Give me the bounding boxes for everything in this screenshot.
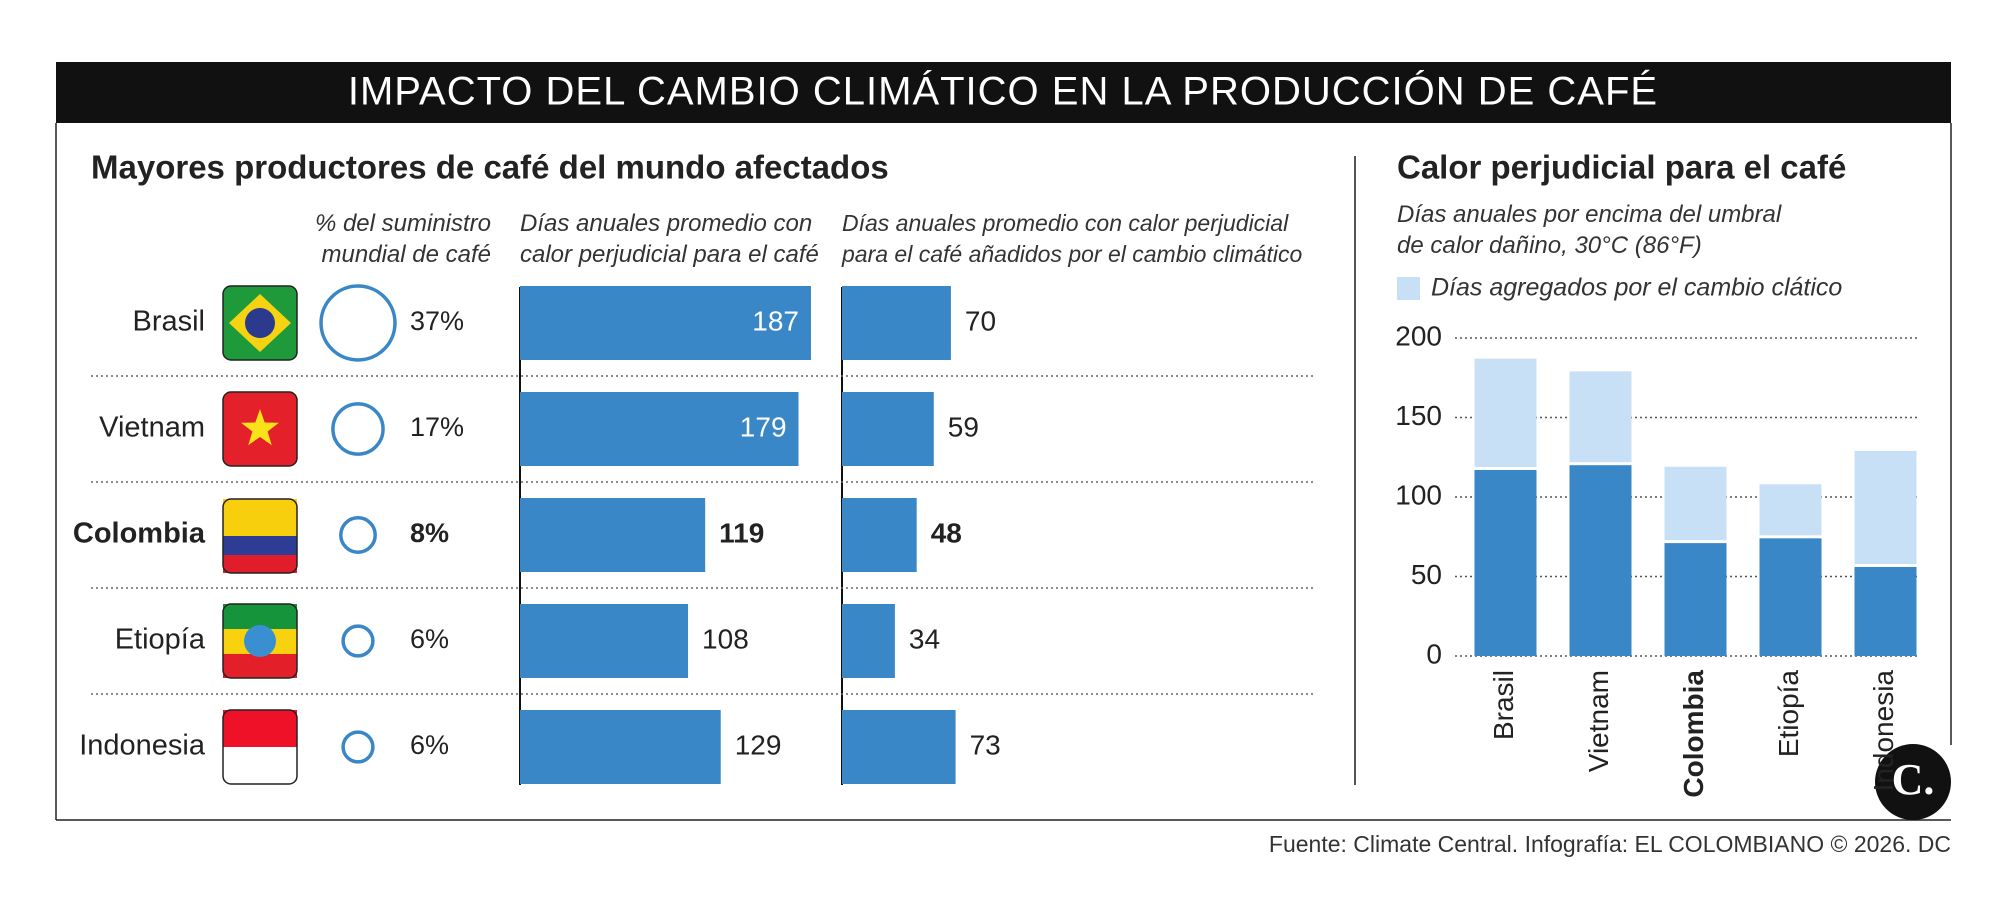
value-label: 179 [740,411,787,442]
bar [842,604,895,678]
bar [842,498,917,572]
country-label: Brasil [132,306,205,338]
value-label: 119 [719,517,764,548]
share-circle [331,402,385,456]
bar-segment [1474,469,1537,656]
bar [520,286,811,360]
value-label: 48 [931,517,962,548]
value-label: 59 [948,411,979,442]
bar [842,710,956,784]
flag-brasil [222,285,298,361]
y-tick-label: 50 [1411,559,1442,590]
bar [520,392,799,466]
chart-subtitle: Días anuales por encima del umbral de ca… [1397,201,1782,259]
x-tick-label: Brasil [1488,670,1519,740]
logo: C. [1892,755,1935,804]
header-bar [56,62,1951,123]
bar [842,286,951,360]
table-title: Mayores productores de café del mundo af… [91,149,889,186]
share-label: 37% [410,306,464,336]
flag-vietnam [222,391,298,467]
bar-segment [1759,484,1822,536]
x-tick-label: Indonesia [1868,670,1899,792]
logo-badge [1875,744,1951,820]
x-tick-label: Etiopía [1773,670,1804,758]
bar [520,498,706,572]
flag-etiopia [222,603,298,679]
share-circle [341,624,375,658]
bar-segment [1854,450,1917,564]
country-label: Vietnam [99,412,205,444]
bar [520,604,689,678]
column-header: Días anuales promedio con calor perjudic… [842,210,1303,267]
x-tick-label: Vietnam [1583,670,1614,772]
bar-segment [1664,543,1727,656]
share-circle [339,516,377,554]
bar-segment [1569,465,1632,656]
value-label: 108 [702,623,749,654]
value-label: 34 [909,623,940,654]
bar-segment [1474,358,1537,467]
column-header: Días anuales promedio con calor perjudic… [520,210,819,268]
bar [520,710,721,784]
bar-segment [1759,538,1822,656]
value-label: 70 [965,305,996,336]
x-tick-label: Colombia [1678,670,1709,798]
share-label: 6% [410,730,449,760]
column-header: % del suministro mundial de café [314,210,491,268]
country-label: Colombia [73,518,206,550]
header-title: IMPACTO DEL CAMBIO CLIMÁTICO EN LA PRODU… [348,69,1658,114]
share-label: 17% [410,412,464,442]
share-label: 8% [410,518,449,548]
value-label: 73 [970,729,1001,760]
bar [842,392,934,466]
country-label: Etiopía [115,624,206,656]
chart-title: Calor perjudicial para el café [1397,149,1846,186]
source: Fuente: Climate Central. Infografía: EL … [1269,831,1951,857]
y-tick-label: 0 [1426,638,1442,669]
y-tick-label: 150 [1395,400,1442,431]
share-circle [341,730,375,764]
country-label: Indonesia [79,730,206,762]
flag-indonesia [222,709,298,785]
y-tick-label: 200 [1395,320,1442,351]
y-tick-label: 100 [1395,479,1442,510]
share-circle [319,284,397,362]
bar-segment [1854,566,1917,656]
bar-segment [1664,466,1727,541]
share-label: 6% [410,624,449,654]
value-label: 129 [735,729,782,760]
bar-segment [1569,371,1632,463]
legend-swatch [1397,277,1420,300]
flag-colombia [222,498,298,574]
value-label: 187 [752,305,799,336]
legend-label: Días agregados por el cambio clático [1431,274,1842,302]
